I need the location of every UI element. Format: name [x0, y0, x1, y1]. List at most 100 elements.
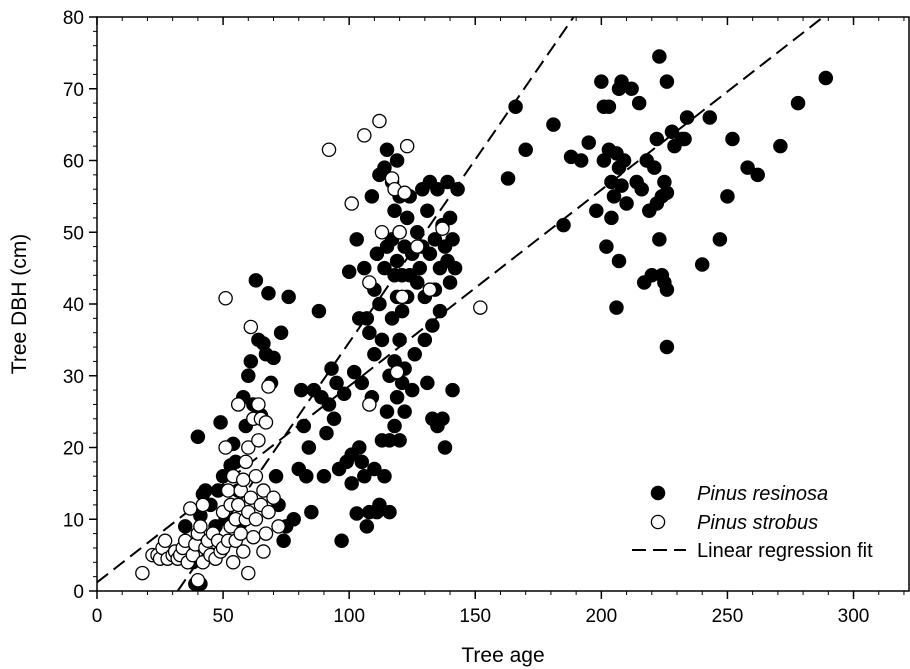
point-pinus-resinosa	[273, 325, 289, 340]
legend-label: Linear regression fit	[697, 540, 873, 562]
point-pinus-resinosa	[818, 70, 834, 86]
point-pinus-strobus	[246, 529, 261, 545]
point-pinus-resinosa	[609, 300, 624, 315]
x-tick-label: 100	[333, 606, 365, 627]
point-pinus-strobus	[195, 497, 211, 513]
point-pinus-resinosa	[647, 160, 662, 175]
point-pinus-resinosa	[508, 99, 523, 114]
point-pinus-strobus	[233, 526, 248, 541]
point-pinus-resinosa	[420, 375, 435, 391]
point-pinus-resinosa	[659, 74, 675, 89]
y-tick-label: 30	[63, 367, 84, 388]
y-tick-label: 10	[63, 510, 84, 531]
legend-label: Pinus resinosa	[697, 483, 828, 505]
point-pinus-resinosa	[616, 153, 632, 168]
point-pinus-resinosa	[377, 160, 392, 175]
point-pinus-strobus	[422, 282, 438, 297]
point-pinus-strobus	[218, 440, 233, 455]
point-pinus-strobus	[251, 397, 266, 412]
point-pinus-resinosa	[364, 189, 380, 204]
point-pinus-resinosa	[379, 142, 395, 157]
y-tick-label: 50	[63, 223, 84, 244]
x-tick-label: 200	[585, 606, 617, 627]
point-pinus-resinosa	[619, 196, 634, 211]
point-pinus-resinosa	[281, 289, 296, 305]
point-pinus-strobus	[220, 483, 236, 498]
legend-marker-open	[650, 514, 666, 530]
point-pinus-resinosa	[750, 167, 765, 183]
point-pinus-strobus	[236, 544, 251, 559]
point-pinus-resinosa	[379, 404, 395, 419]
point-pinus-resinosa	[359, 519, 375, 534]
point-pinus-strobus	[157, 533, 173, 549]
point-pinus-resinosa	[417, 332, 433, 348]
point-pinus-resinosa	[599, 239, 614, 254]
point-pinus-strobus	[190, 572, 206, 588]
point-pinus-strobus	[261, 379, 276, 394]
point-pinus-resinosa	[652, 49, 667, 64]
point-pinus-resinosa	[679, 110, 695, 125]
x-tick-label: 300	[838, 606, 870, 627]
point-pinus-strobus	[357, 128, 372, 143]
point-pinus-resinosa	[420, 203, 435, 218]
point-pinus-resinosa	[324, 361, 339, 376]
point-pinus-strobus	[193, 519, 208, 534]
point-pinus-resinosa	[652, 232, 667, 247]
point-pinus-resinosa	[581, 135, 596, 150]
point-pinus-resinosa	[178, 519, 193, 534]
point-pinus-resinosa	[243, 354, 259, 369]
point-pinus-strobus	[135, 565, 150, 581]
axes: 0 50 100 150 200 250 300 0 10 20 30 40 50 60 70 80	[63, 8, 910, 627]
point-pinus-resinosa	[329, 375, 344, 391]
point-pinus-resinosa	[389, 253, 405, 269]
point-pinus-resinosa	[190, 429, 206, 444]
point-pinus-strobus	[251, 433, 266, 448]
legend-marker-filled	[650, 485, 666, 501]
point-pinus-resinosa	[397, 404, 412, 419]
point-pinus-resinosa	[387, 203, 402, 218]
y-tick-label: 70	[63, 80, 84, 101]
point-pinus-strobus	[225, 555, 241, 570]
point-pinus-resinosa	[410, 224, 425, 240]
point-pinus-resinosa	[447, 260, 463, 276]
point-pinus-resinosa	[659, 185, 675, 201]
point-pinus-resinosa	[677, 131, 692, 147]
point-pinus-resinosa	[266, 350, 281, 366]
point-pinus-strobus	[435, 221, 450, 236]
point-pinus-resinosa	[725, 131, 740, 147]
point-pinus-resinosa	[349, 232, 364, 247]
point-pinus-strobus	[241, 440, 256, 455]
point-pinus-resinosa	[740, 160, 755, 175]
y-tick-label: 60	[63, 152, 84, 173]
point-pinus-strobus	[473, 300, 488, 315]
point-pinus-strobus	[230, 397, 246, 412]
point-pinus-resinosa	[425, 318, 440, 333]
point-pinus-resinosa	[352, 440, 367, 455]
point-pinus-resinosa	[304, 504, 319, 520]
point-pinus-resinosa	[604, 210, 619, 226]
point-pinus-resinosa	[299, 468, 314, 484]
point-pinus-strobus	[248, 468, 264, 484]
point-pinus-resinosa	[384, 311, 400, 326]
point-pinus-strobus	[238, 454, 254, 470]
point-pinus-resinosa	[268, 468, 284, 484]
point-pinus-strobus	[321, 142, 337, 157]
point-pinus-strobus	[362, 275, 377, 290]
point-pinus-resinosa	[374, 332, 390, 348]
point-pinus-strobus	[374, 224, 390, 240]
point-pinus-resinosa	[377, 468, 392, 484]
point-pinus-strobus	[258, 526, 274, 541]
point-pinus-strobus	[266, 490, 281, 505]
point-pinus-resinosa	[319, 425, 334, 441]
point-pinus-strobus	[410, 239, 425, 254]
point-pinus-resinosa	[573, 153, 589, 168]
point-pinus-resinosa	[367, 461, 382, 477]
point-pinus-strobus	[243, 319, 259, 335]
point-pinus-resinosa	[606, 189, 622, 204]
point-pinus-strobus	[183, 501, 198, 516]
x-axis-title: Tree age	[461, 644, 544, 667]
point-pinus-resinosa	[430, 181, 445, 197]
point-pinus-resinosa	[664, 124, 680, 140]
